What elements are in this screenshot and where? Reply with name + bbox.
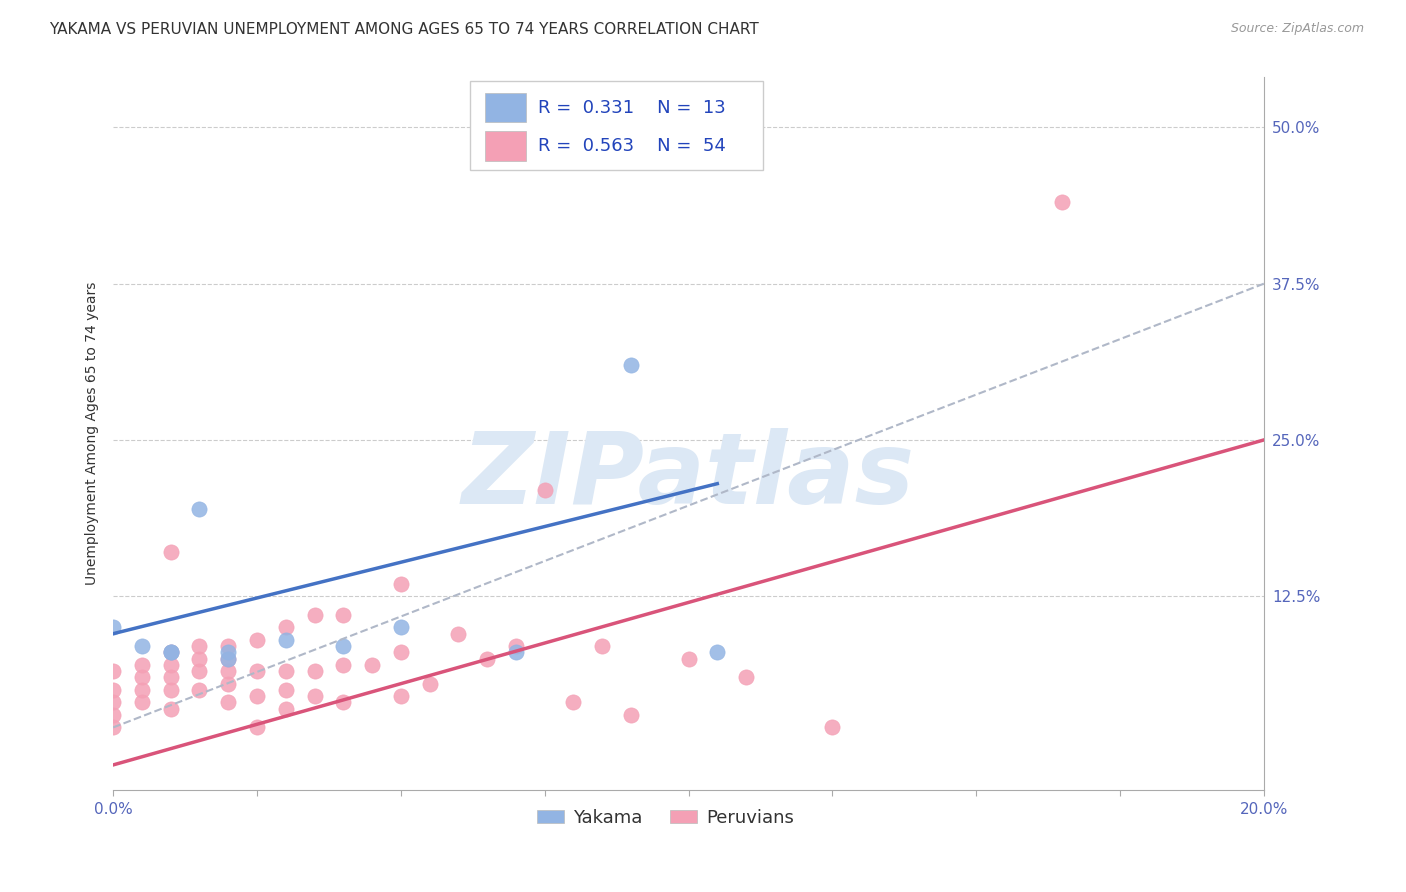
Point	[304, 689, 326, 703]
Point	[1052, 195, 1074, 210]
Point	[274, 664, 297, 678]
Point	[274, 620, 297, 634]
Point	[188, 682, 211, 697]
Point	[217, 695, 239, 709]
Point	[103, 720, 125, 734]
Point	[131, 657, 153, 672]
Point	[332, 695, 354, 709]
FancyBboxPatch shape	[485, 93, 526, 122]
Point	[103, 620, 125, 634]
Y-axis label: Unemployment Among Ages 65 to 74 years: Unemployment Among Ages 65 to 74 years	[86, 282, 100, 585]
Legend: Yakama, Peruvians: Yakama, Peruvians	[530, 802, 801, 834]
Point	[678, 651, 700, 665]
Point	[361, 657, 384, 672]
Text: YAKAMA VS PERUVIAN UNEMPLOYMENT AMONG AGES 65 TO 74 YEARS CORRELATION CHART: YAKAMA VS PERUVIAN UNEMPLOYMENT AMONG AG…	[49, 22, 759, 37]
Point	[304, 664, 326, 678]
Point	[159, 645, 181, 659]
Point	[389, 645, 412, 659]
Point	[274, 682, 297, 697]
Point	[447, 626, 470, 640]
Point	[188, 664, 211, 678]
Point	[159, 670, 181, 684]
Point	[188, 651, 211, 665]
Point	[591, 639, 613, 653]
Point	[389, 689, 412, 703]
Point	[620, 707, 643, 722]
Point	[159, 545, 181, 559]
Point	[103, 664, 125, 678]
Point	[562, 695, 585, 709]
FancyBboxPatch shape	[485, 131, 526, 161]
Point	[217, 639, 239, 653]
Text: R =  0.331    N =  13: R = 0.331 N = 13	[537, 98, 725, 117]
Point	[159, 645, 181, 659]
Point	[246, 720, 269, 734]
Point	[505, 639, 527, 653]
Text: ZIPatlas: ZIPatlas	[463, 428, 915, 524]
Point	[246, 689, 269, 703]
Point	[103, 695, 125, 709]
Point	[304, 607, 326, 622]
Point	[217, 651, 239, 665]
Text: R =  0.563    N =  54: R = 0.563 N = 54	[537, 137, 725, 155]
Point	[419, 676, 441, 690]
Point	[217, 645, 239, 659]
Point	[103, 707, 125, 722]
Point	[131, 639, 153, 653]
Point	[159, 701, 181, 715]
Point	[505, 645, 527, 659]
Point	[389, 576, 412, 591]
Point	[332, 607, 354, 622]
Point	[188, 639, 211, 653]
Point	[159, 657, 181, 672]
Point	[246, 632, 269, 647]
Point	[332, 639, 354, 653]
Point	[735, 670, 758, 684]
Point	[533, 483, 555, 497]
Point	[821, 720, 844, 734]
Point	[274, 632, 297, 647]
FancyBboxPatch shape	[470, 81, 763, 170]
Point	[188, 501, 211, 516]
Point	[274, 701, 297, 715]
Point	[620, 358, 643, 372]
Point	[159, 645, 181, 659]
Point	[159, 682, 181, 697]
Point	[103, 682, 125, 697]
Point	[389, 620, 412, 634]
Point	[706, 645, 728, 659]
Point	[246, 664, 269, 678]
Point	[217, 676, 239, 690]
Point	[217, 651, 239, 665]
Text: Source: ZipAtlas.com: Source: ZipAtlas.com	[1230, 22, 1364, 36]
Point	[131, 682, 153, 697]
Point	[217, 664, 239, 678]
Point	[131, 695, 153, 709]
Point	[131, 670, 153, 684]
Point	[475, 651, 498, 665]
Point	[332, 657, 354, 672]
